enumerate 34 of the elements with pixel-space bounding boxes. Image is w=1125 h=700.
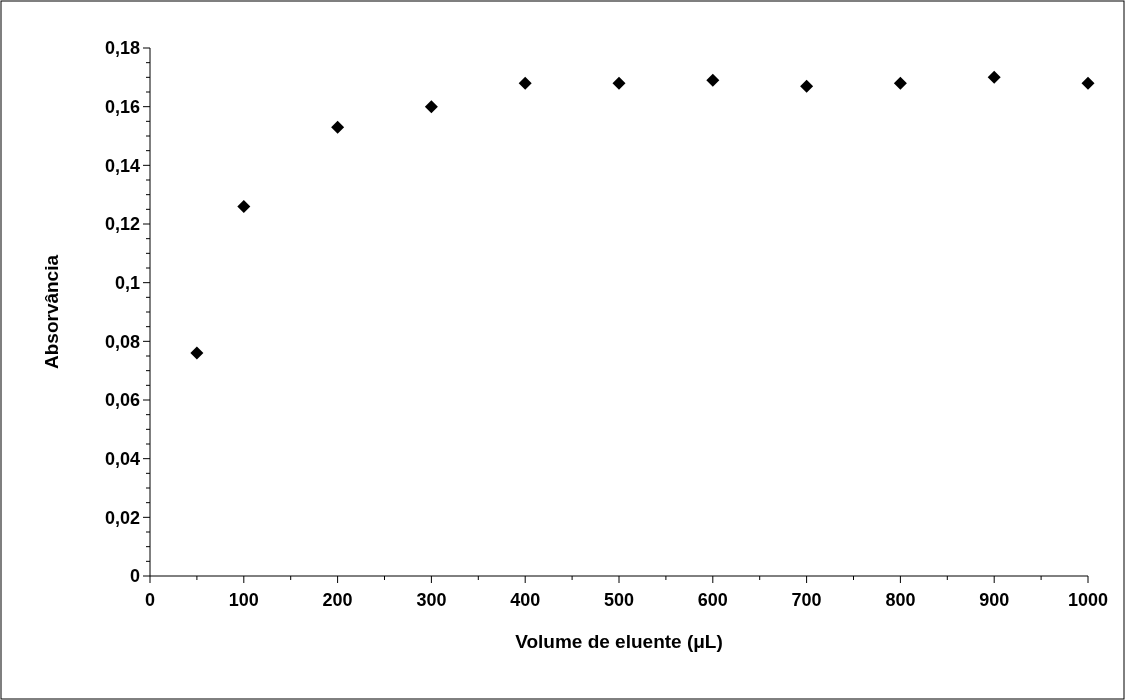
x-tick-label: 0 — [144, 590, 156, 610]
point — [424, 100, 438, 114]
y-tick-label: 0,14 — [104, 155, 140, 176]
x-tick-label: 900 — [979, 590, 1010, 610]
point — [1081, 76, 1095, 90]
y-tick-label: 0,18 — [104, 38, 140, 59]
x-tick-label: 100 — [228, 590, 259, 610]
point — [987, 70, 1001, 84]
point — [331, 120, 345, 134]
point — [612, 76, 626, 90]
point — [237, 199, 251, 213]
x-tick-label: 800 — [885, 590, 916, 610]
x-tick-label: 600 — [697, 590, 728, 610]
x-tick-label: 1000 — [1067, 590, 1109, 610]
y-tick-label: 0,06 — [104, 390, 140, 411]
point — [893, 76, 907, 90]
x-axis-title: Volume de eluente (μL) — [515, 631, 723, 652]
x-tick-label: 400 — [510, 590, 541, 610]
y-tick-label: 0,12 — [104, 214, 140, 235]
x-tick-label: 700 — [791, 590, 822, 610]
point — [800, 79, 814, 93]
y-tick-label: 0,16 — [104, 96, 140, 117]
point — [706, 73, 720, 87]
y-axis-title: Absorvância — [41, 254, 62, 370]
point — [518, 76, 532, 90]
y-tick-label: 0,08 — [104, 331, 140, 352]
x-tick-label: 200 — [322, 590, 353, 610]
x-tick-label: 300 — [416, 590, 447, 610]
y-tick-label: 0,1 — [114, 272, 140, 293]
y-tick-label: 0 — [129, 566, 140, 587]
y-tick-label: 0,04 — [104, 448, 140, 469]
x-tick-label: 500 — [603, 590, 635, 610]
point — [190, 346, 204, 360]
y-tick-label: 0,02 — [104, 507, 140, 528]
